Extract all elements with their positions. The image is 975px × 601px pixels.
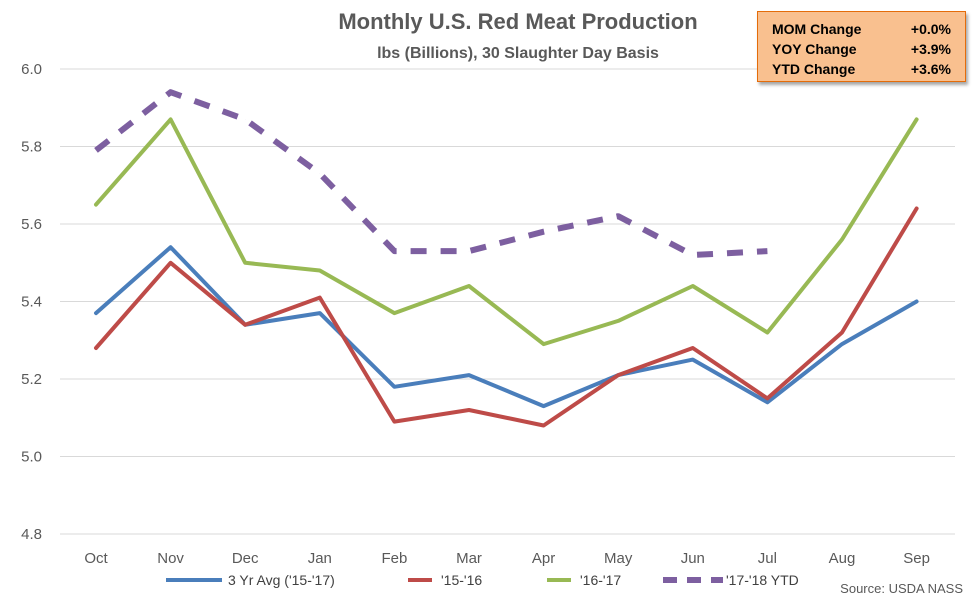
stat-value: +3.6% bbox=[910, 61, 951, 77]
stat-value: +0.0% bbox=[910, 21, 951, 37]
series-line-2 bbox=[94, 117, 919, 347]
series-lines bbox=[94, 89, 919, 428]
source-note: Source: USDA NASS bbox=[840, 581, 963, 596]
gridlines bbox=[60, 68, 955, 535]
legend: 3 Yr Avg ('15-'17) '15-'16 '16-'17 '17-'18 … bbox=[166, 572, 799, 588]
y-tick-label: 6.0 bbox=[21, 61, 42, 78]
legend-label: 3 Yr Avg ('15-'17) bbox=[228, 572, 335, 588]
stat-row-yoy: YOY Change +3.9% bbox=[772, 39, 951, 59]
series-line-0 bbox=[94, 245, 919, 409]
x-tick-label: Dec bbox=[232, 550, 259, 567]
stat-label: YTD Change bbox=[772, 61, 856, 77]
x-tick-label: Sep bbox=[903, 550, 930, 567]
y-axis-ticks: 4.8 5.0 5.2 5.4 5.6 5.8 6.0 bbox=[21, 61, 42, 543]
x-tick-label: Oct bbox=[84, 550, 108, 567]
legend-label: '17-'18 YTD bbox=[726, 572, 799, 588]
y-tick-label: 5.2 bbox=[21, 371, 42, 388]
chart-subtitle: lbs (Billions), 30 Slaughter Day Basis bbox=[377, 45, 659, 62]
y-tick-label: 5.4 bbox=[21, 294, 42, 311]
y-tick-label: 5.8 bbox=[21, 139, 42, 156]
x-tick-label: Mar bbox=[456, 550, 482, 567]
stat-label: MOM Change bbox=[772, 21, 862, 37]
x-tick-label: May bbox=[604, 550, 633, 567]
x-tick-label: Feb bbox=[381, 550, 407, 567]
x-tick-label: Jun bbox=[681, 550, 705, 567]
legend-label: '15-'16 bbox=[441, 572, 482, 588]
x-tick-label: Apr bbox=[532, 550, 555, 567]
y-tick-label: 5.0 bbox=[21, 449, 42, 466]
stat-row-ytd: YTD Change +3.6% bbox=[772, 59, 951, 79]
x-tick-label: Nov bbox=[157, 550, 184, 567]
legend-label: '16-'17 bbox=[580, 572, 621, 588]
y-tick-label: 5.6 bbox=[21, 216, 42, 233]
chart-title: Monthly U.S. Red Meat Production bbox=[338, 9, 697, 34]
y-tick-label: 4.8 bbox=[21, 526, 42, 543]
stat-row-mom: MOM Change +0.0% bbox=[772, 19, 951, 39]
stat-label: YOY Change bbox=[772, 41, 857, 57]
stat-value: +3.9% bbox=[910, 41, 951, 57]
x-axis-ticks: Oct Nov Dec Jan Feb Mar Apr May Jun Jul Aug Sep bbox=[84, 550, 930, 567]
x-tick-label: Jan bbox=[308, 550, 332, 567]
x-tick-label: Aug bbox=[829, 550, 856, 567]
series-line-3 bbox=[94, 89, 768, 258]
change-stats-box: MOM Change +0.0% YOY Change +3.9% YTD Ch… bbox=[757, 11, 966, 82]
x-tick-label: Jul bbox=[758, 550, 777, 567]
series-line-1 bbox=[94, 206, 919, 428]
